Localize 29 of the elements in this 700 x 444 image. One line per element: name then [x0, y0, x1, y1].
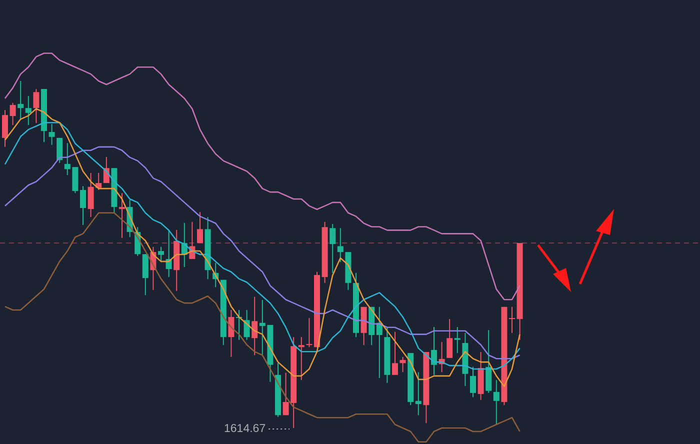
candlestick: [470, 366, 476, 398]
candlestick: [33, 88, 40, 124]
candlestick: [337, 228, 344, 263]
candlestick: [142, 254, 148, 296]
candlestick: [244, 310, 250, 340]
candlestick: [330, 223, 336, 274]
candlestick: [446, 318, 453, 358]
candlestick: [509, 306, 515, 334]
candlestick: [392, 331, 398, 376]
candlestick: [197, 212, 203, 244]
candlestick: [252, 296, 258, 356]
candlestick: [48, 124, 55, 146]
candlestick: [298, 336, 304, 381]
candlestick: [486, 330, 492, 394]
candlestick: [306, 318, 312, 348]
candlestick: [400, 356, 406, 373]
candlestick: [18, 80, 24, 120]
candlestick: [25, 95, 32, 126]
candlestick: [10, 102, 16, 126]
candlestick: [415, 372, 422, 416]
annotation: 1614.67: [224, 423, 266, 435]
candlestick: [119, 192, 125, 238]
candlestick: [158, 246, 164, 263]
candlestick: [228, 310, 234, 358]
candlestick: [454, 326, 460, 354]
candlestick: [493, 380, 500, 426]
candlestick: [80, 186, 86, 226]
candlestick: [2, 110, 8, 148]
candlestick: [431, 326, 437, 376]
